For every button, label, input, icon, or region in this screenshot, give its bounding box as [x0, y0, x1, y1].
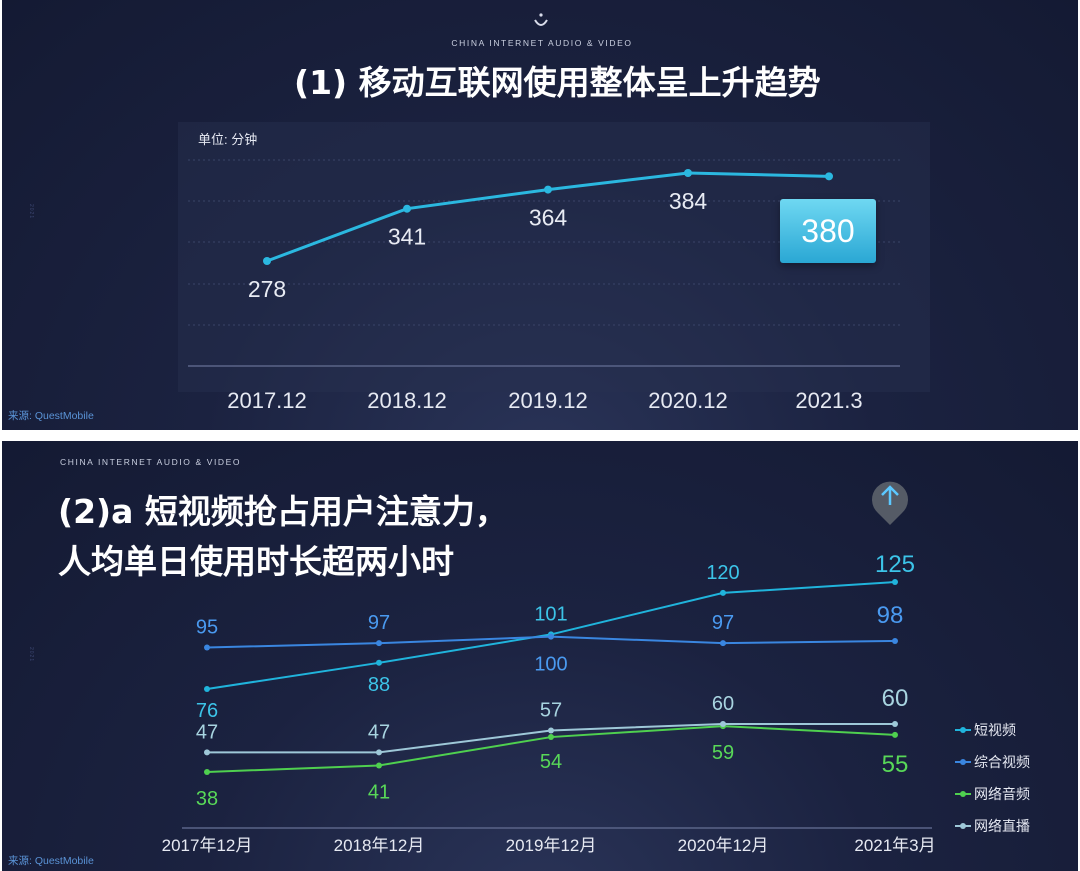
chart-unit-label: 单位: 分钟	[198, 132, 258, 147]
data-label: 60	[882, 685, 909, 712]
highlight-callout: 380	[780, 199, 876, 263]
data-point	[376, 749, 382, 756]
legend-label: 网络直播	[974, 818, 1030, 834]
data-label: 278	[248, 276, 286, 302]
x-tick-label: 2018.12	[367, 388, 447, 413]
data-point	[720, 640, 726, 647]
data-point	[720, 589, 726, 596]
brand-text: CHINA INTERNET AUDIO & VIDEO	[60, 457, 242, 467]
data-label: 41	[368, 781, 390, 803]
brand-logo-icon	[533, 12, 549, 30]
data-point	[825, 172, 833, 181]
highlight-callout-value: 380	[801, 213, 855, 249]
data-point	[204, 686, 210, 693]
brand-text: CHINA INTERNET AUDIO & VIDEO	[451, 38, 633, 48]
chart-panel-usage-trend: CHINA INTERNET AUDIO & VIDEO (1) 移动互联网使用…	[2, 0, 1078, 430]
line-chart-usage: 278 341 364 384 2017.12 2018.12 2019.12 2020.12…	[188, 159, 900, 413]
data-point	[892, 720, 898, 727]
source-label: 来源: QuestMobile	[8, 855, 94, 867]
data-point	[204, 644, 210, 651]
data-point	[376, 762, 382, 769]
data-point	[263, 257, 271, 265]
data-point	[892, 731, 898, 738]
data-label: 364	[529, 205, 568, 231]
data-point	[544, 185, 552, 194]
legend-marker	[960, 727, 966, 733]
data-point	[376, 659, 382, 666]
data-label: 57	[540, 700, 562, 722]
legend-marker	[960, 759, 966, 765]
data-point	[403, 204, 411, 213]
page-title: (1) 移动互联网使用整体呈上升趋势	[294, 63, 821, 102]
line-chart-daily-usage: 76 88 101 120 125 95 97 100 97 98 38 41 54 59 55 47 47 57…	[162, 551, 1030, 855]
x-tick-label: 2019.12	[508, 388, 588, 413]
legend-marker	[960, 791, 966, 797]
chart-panel-daily-usage: CHINA INTERNET AUDIO & VIDEO (2)a 短视频抢占用…	[2, 441, 1078, 871]
legend-label: 网络音频	[974, 786, 1030, 802]
data-label: 47	[368, 721, 390, 743]
data-label: 101	[534, 603, 567, 625]
x-tick-label: 2017.12	[227, 388, 307, 413]
data-label: 54	[540, 751, 562, 773]
data-point	[892, 637, 898, 644]
data-label: 100	[534, 654, 567, 676]
x-tick-label: 2020年12月	[678, 836, 769, 855]
data-label: 341	[388, 224, 426, 250]
data-label: 55	[882, 751, 909, 778]
data-point	[684, 169, 692, 177]
x-tick-label: 2019年12月	[506, 836, 597, 855]
data-point	[204, 769, 210, 775]
data-point	[548, 633, 554, 640]
x-tick-label: 2021年3月	[854, 836, 935, 855]
page-title-line1: (2)a 短视频抢占用户注意力，	[58, 492, 508, 531]
x-tick-label: 2018年12月	[334, 836, 425, 855]
side-watermark: 2021	[28, 204, 34, 220]
data-label: 97	[368, 612, 390, 634]
data-label: 125	[875, 551, 915, 578]
source-label: 来源: QuestMobile	[8, 410, 94, 422]
legend-label: 综合视频	[974, 754, 1030, 770]
x-tick-label: 2021.3	[795, 388, 862, 413]
data-label: 384	[669, 188, 708, 214]
data-label: 59	[712, 742, 734, 764]
data-label: 97	[712, 612, 734, 634]
page-title-line2: 人均单日使用时长超两小时	[58, 542, 454, 581]
data-label: 98	[877, 602, 904, 629]
data-label: 120	[706, 562, 739, 584]
x-tick-label: 2017年12月	[162, 836, 253, 855]
data-point	[720, 720, 726, 727]
data-point	[376, 640, 382, 647]
x-tick-label: 2020.12	[648, 388, 728, 413]
data-label: 60	[712, 693, 734, 715]
data-label: 95	[196, 617, 218, 639]
data-label: 88	[368, 674, 390, 696]
data-point	[892, 579, 898, 585]
side-watermark: 2021	[28, 647, 34, 663]
data-point	[548, 734, 554, 741]
legend-label: 短视频	[974, 722, 1016, 738]
data-label: 47	[196, 721, 218, 743]
data-label: 76	[196, 700, 218, 722]
arrow-up-icon	[868, 475, 912, 527]
data-point	[548, 727, 554, 734]
legend-marker	[960, 823, 966, 829]
data-label: 38	[196, 788, 218, 810]
data-point	[204, 749, 210, 756]
